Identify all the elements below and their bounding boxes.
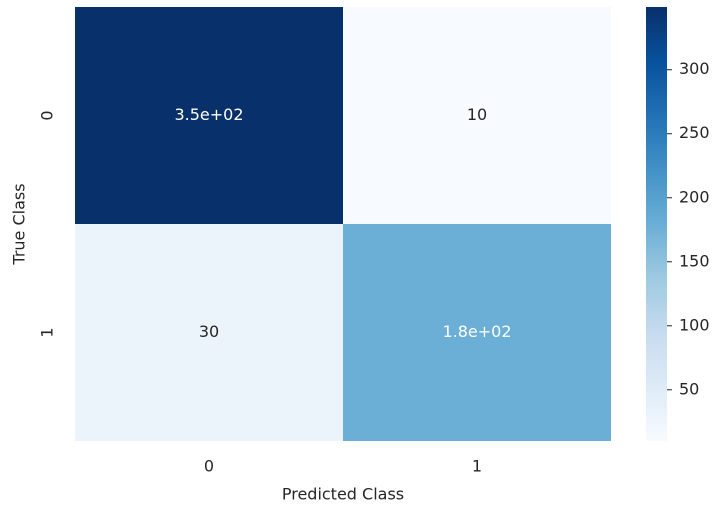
x-tick-label: 1 [472, 457, 482, 476]
heatmap-cell [75, 224, 343, 441]
colorbar [646, 7, 667, 441]
cell-label: 1.8e+02 [442, 322, 511, 341]
heatmap-cell [75, 7, 343, 224]
x-axis-label: Predicted Class [282, 485, 404, 504]
heatmap-cell [343, 224, 611, 441]
y-tick-label: 0 [38, 110, 57, 120]
colorbar-tick-label: 50 [679, 379, 699, 398]
cell-label: 3.5e+02 [174, 105, 243, 124]
colorbar-tick-label: 100 [679, 315, 710, 334]
x-tick-label: 0 [204, 457, 214, 476]
colorbar-tick-label: 300 [679, 59, 710, 78]
y-tick-label: 1 [38, 327, 57, 337]
colorbar-tick-label: 250 [679, 123, 710, 142]
cell-label: 10 [467, 105, 487, 124]
heatmap-cell [343, 7, 611, 224]
cell-label: 30 [199, 322, 219, 341]
colorbar-tick-label: 200 [679, 187, 710, 206]
colorbar-tick-label: 150 [679, 251, 710, 270]
y-axis-label: True Class [10, 183, 29, 265]
